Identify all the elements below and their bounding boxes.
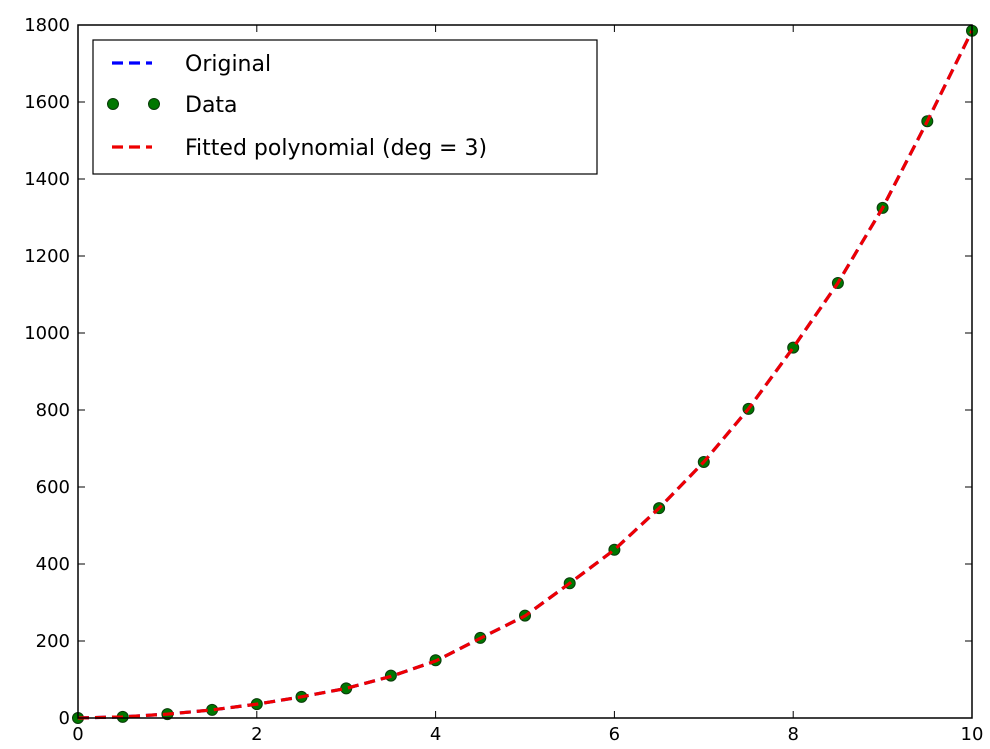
x-tick-label-4: 8	[787, 724, 798, 745]
x-tick-label-2: 4	[430, 724, 441, 745]
y-tick-label-5: 1000	[24, 323, 70, 344]
y-tick-label-3: 600	[36, 477, 70, 498]
legend: Original Data Fitted polynomial (deg = 3)	[92, 39, 598, 175]
y-tick-label-8: 1600	[24, 92, 70, 113]
legend-label-2: Fitted polynomial (deg = 3)	[185, 136, 487, 161]
y-tick-label-9: 1800	[24, 15, 70, 36]
y-tick-label-4: 800	[36, 400, 70, 421]
series-layer	[72, 24, 978, 724]
x-tick-label-3: 6	[609, 724, 620, 745]
y-tick-label-1: 200	[36, 631, 70, 652]
y-tick-label-6: 1200	[24, 246, 70, 267]
ticks-layer: 0 2 4 6 8 10 0 200 400 600 800 1000 1200 1400 1600 1800	[24, 15, 983, 745]
x-tick-label-1: 2	[251, 724, 262, 745]
y-tick-label-0: 0	[59, 708, 70, 729]
legend-label-1: Data	[185, 93, 238, 118]
legend-items: Original Data Fitted polynomial (deg = 3)	[107, 52, 487, 161]
legend-marker-left	[107, 98, 119, 110]
series-line-2	[77, 30, 974, 720]
legend-label-0: Original	[185, 52, 271, 77]
y-tick-label-7: 1400	[24, 169, 70, 190]
x-tick-label-5: 10	[961, 724, 984, 745]
legend-box	[92, 39, 598, 175]
legend-marker-right	[148, 98, 160, 110]
x-tick-label-0: 0	[72, 724, 83, 745]
y-tick-label-2: 400	[36, 554, 70, 575]
plot-frame	[77, 24, 973, 719]
